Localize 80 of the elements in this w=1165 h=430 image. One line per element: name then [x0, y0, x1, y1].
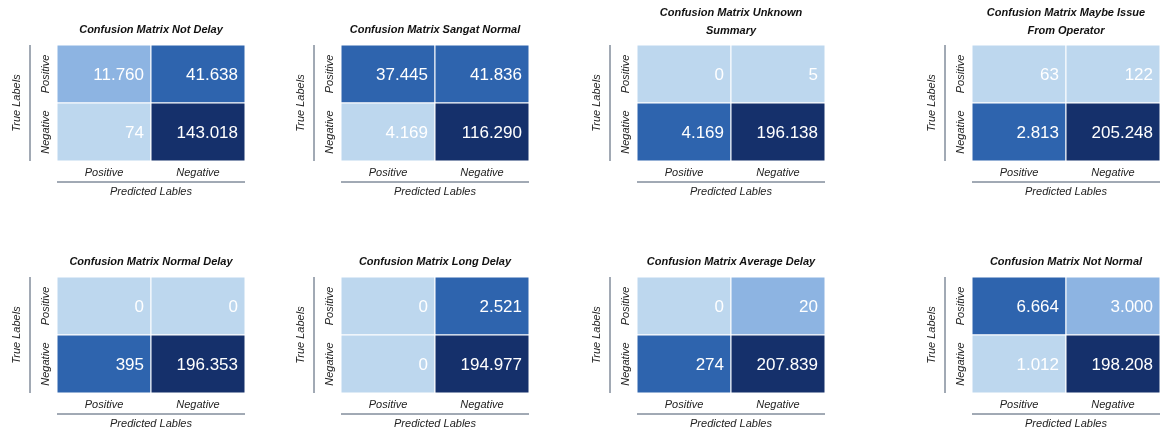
- y-tick-label: Positive: [323, 54, 335, 94]
- data-label: 196.138: [756, 123, 818, 142]
- x-axis-title: Predicted Lables: [110, 185, 193, 197]
- y-axis-title: True Labels: [590, 305, 602, 364]
- data-label: 0: [714, 297, 724, 316]
- x-tick-label: Negative: [460, 166, 504, 178]
- x-tick-label: Positive: [368, 166, 408, 178]
- y-tick-label: Positive: [954, 54, 966, 94]
- data-label: 122: [1124, 65, 1153, 84]
- x-tick-label: Positive: [664, 398, 704, 410]
- y-tick-label: Positive: [39, 286, 51, 326]
- data-label: 0: [418, 355, 428, 374]
- chart-title: Confusion Matrix Sangat Normal: [349, 23, 522, 35]
- data-label: 274: [695, 355, 724, 374]
- data-label: 41.836: [470, 65, 522, 84]
- data-label: 2.813: [1016, 123, 1059, 142]
- data-label: 116.290: [461, 123, 522, 142]
- x-axis-title: Predicted Lables: [110, 417, 193, 429]
- x-axis-title: Predicted Lables: [394, 185, 477, 197]
- x-tick-label: Negative: [176, 398, 220, 410]
- x-tick-label: Positive: [999, 398, 1039, 410]
- x-tick-label: Negative: [756, 398, 800, 410]
- x-tick-label: Negative: [1091, 166, 1135, 178]
- data-label: 0: [134, 297, 144, 316]
- x-tick-label: Positive: [999, 166, 1039, 178]
- chart-title: Confusion Matrix Not Normal: [989, 255, 1144, 267]
- data-label: 63: [1040, 65, 1059, 84]
- x-tick-label: Negative: [756, 166, 800, 178]
- x-tick-label: Positive: [368, 398, 408, 410]
- chart-title: Confusion Matrix Not Delay: [79, 23, 224, 35]
- data-label: 0: [418, 297, 428, 316]
- data-label: 4.169: [681, 123, 724, 142]
- x-tick-label: Negative: [1091, 398, 1135, 410]
- data-label: 205.248: [1091, 123, 1153, 142]
- y-tick-label: Positive: [954, 286, 966, 326]
- data-label: 198.208: [1091, 355, 1153, 374]
- data-label: 196.353: [176, 355, 238, 374]
- data-label: 0: [714, 65, 724, 84]
- y-axis-title: True Labels: [925, 305, 937, 364]
- x-axis-title: Predicted Lables: [394, 417, 477, 429]
- data-label: 194.977: [460, 355, 522, 374]
- data-label: 74: [125, 123, 144, 142]
- x-axis-title: Predicted Lables: [1025, 417, 1108, 429]
- data-label: 11.760: [93, 65, 144, 84]
- x-tick-label: Negative: [176, 166, 220, 178]
- data-label: 143.018: [176, 123, 238, 142]
- y-tick-label: Positive: [323, 286, 335, 326]
- data-label: 37.445: [376, 65, 428, 84]
- x-axis-title: Predicted Lables: [690, 185, 773, 197]
- chart-title: Confusion Matrix Unknown Summary: [659, 6, 803, 36]
- data-label: 5: [808, 65, 818, 84]
- x-tick-label: Positive: [664, 166, 704, 178]
- x-axis-title: Predicted Lables: [1025, 185, 1108, 197]
- data-label: 41.638: [186, 65, 238, 84]
- chart-title: Confusion Matrix Average Delay: [646, 255, 817, 267]
- y-tick-label: Positive: [39, 54, 51, 94]
- data-label: 2.521: [479, 297, 522, 316]
- x-tick-label: Positive: [84, 398, 124, 410]
- y-tick-label: Positive: [619, 54, 631, 94]
- chart-title: Confusion Matrix Maybe Issue From Operator: [986, 6, 1146, 36]
- y-axis-title: True Labels: [294, 305, 306, 364]
- y-axis-title: True Labels: [925, 73, 937, 132]
- y-axis-title: True Labels: [10, 73, 22, 132]
- y-axis-title: True Labels: [294, 73, 306, 132]
- data-label: 395: [115, 355, 144, 374]
- x-tick-label: Positive: [84, 166, 124, 178]
- data-label: 6.664: [1016, 297, 1059, 316]
- data-label: 207.839: [756, 355, 818, 374]
- data-label: 20: [799, 297, 818, 316]
- data-label: 0: [228, 297, 238, 316]
- chart-title: Confusion Matrix Long Delay: [358, 255, 512, 267]
- x-tick-label: Negative: [460, 398, 504, 410]
- y-axis-title: True Labels: [590, 73, 602, 132]
- x-axis-title: Predicted Lables: [690, 417, 773, 429]
- y-axis-title: True Labels: [10, 305, 22, 364]
- data-label: 4.169: [385, 123, 428, 142]
- y-tick-label: Positive: [619, 286, 631, 326]
- data-label: 3.000: [1110, 297, 1153, 316]
- data-label: 1.012: [1016, 355, 1059, 374]
- chart-title: Confusion Matrix Normal Delay: [69, 255, 234, 267]
